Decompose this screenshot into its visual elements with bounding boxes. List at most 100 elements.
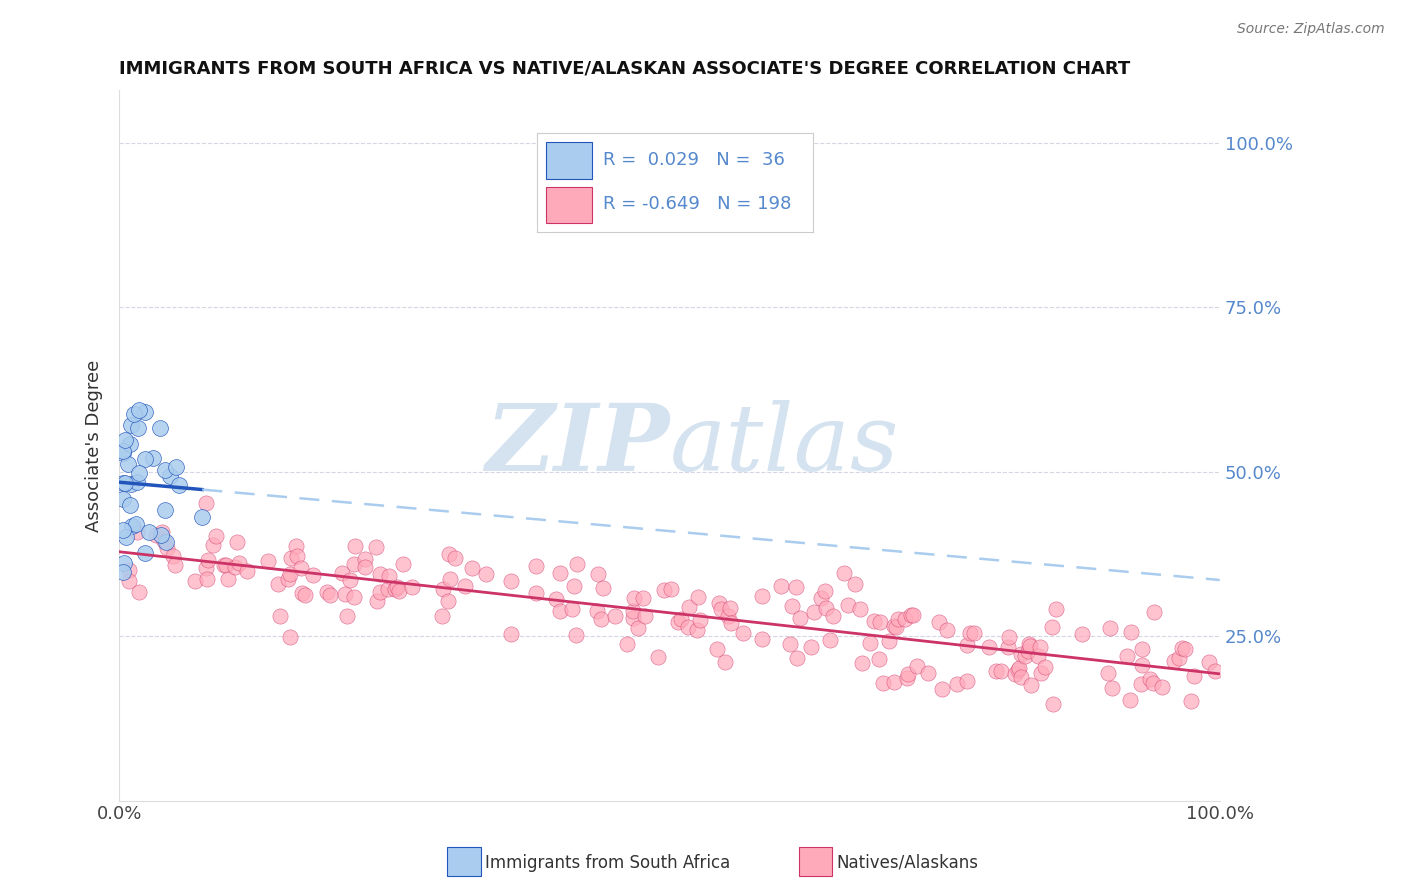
Point [956, 639, 979, 653]
Point [800, 640, 823, 654]
Point [588, 567, 610, 582]
Point [678, 599, 700, 614]
Point [444, 551, 467, 566]
Point [152, 534, 174, 549]
Point [1139, 672, 1161, 686]
Point [301, 568, 323, 582]
Point [718, 600, 741, 615]
Point [851, 657, 873, 671]
Point [162, 549, 184, 564]
Point [159, 469, 181, 483]
Point [979, 640, 1001, 655]
Point [366, 594, 388, 608]
Point [815, 601, 838, 615]
Point [562, 579, 585, 593]
Point [565, 627, 588, 641]
Point [1029, 640, 1052, 654]
Point [128, 585, 150, 599]
Point [709, 596, 731, 610]
Point [634, 609, 657, 624]
Point [901, 607, 924, 622]
Point [267, 577, 290, 591]
Point [803, 605, 825, 619]
Point [751, 632, 773, 647]
Point [501, 574, 523, 589]
Point [1017, 644, 1039, 658]
Point [1198, 655, 1220, 669]
Point [720, 615, 742, 630]
Point [125, 525, 148, 540]
Point [714, 656, 737, 670]
Point [226, 534, 249, 549]
Point [1014, 648, 1036, 663]
Point [592, 581, 614, 595]
Point [652, 582, 675, 597]
Point [335, 587, 357, 601]
Point [432, 582, 454, 596]
Point [1018, 639, 1040, 653]
Point [869, 615, 891, 629]
Point [706, 641, 728, 656]
Point [432, 609, 454, 624]
Point [631, 591, 654, 605]
Point [1143, 606, 1166, 620]
Point [142, 450, 165, 465]
Point [1028, 648, 1050, 663]
Point [149, 421, 172, 435]
Point [1101, 681, 1123, 695]
Text: Source: ZipAtlas.com: Source: ZipAtlas.com [1237, 22, 1385, 37]
Point [567, 557, 589, 571]
Point [134, 546, 156, 560]
Point [621, 611, 644, 625]
Point [128, 402, 150, 417]
Point [280, 551, 302, 566]
Point [1010, 670, 1032, 684]
Point [1018, 637, 1040, 651]
Point [1007, 663, 1029, 677]
Point [167, 478, 190, 492]
Point [439, 572, 461, 586]
Point [343, 591, 366, 605]
Point [1142, 676, 1164, 690]
Point [1031, 666, 1053, 681]
Point [666, 615, 689, 630]
Point [134, 451, 156, 466]
Point [877, 633, 900, 648]
Point [868, 652, 890, 666]
Point [844, 577, 866, 591]
Point [884, 620, 907, 634]
Point [145, 528, 167, 542]
Point [548, 566, 571, 581]
Point [647, 650, 669, 665]
Point [117, 457, 139, 471]
Point [256, 554, 278, 568]
Point [917, 666, 939, 681]
Point [153, 463, 176, 477]
Point [138, 524, 160, 539]
Point [1042, 698, 1064, 712]
Point [336, 609, 359, 624]
Point [1045, 602, 1067, 616]
Point [1119, 693, 1142, 707]
Point [1168, 651, 1191, 665]
Point [779, 637, 801, 651]
Point [956, 673, 979, 688]
Point [1129, 677, 1152, 691]
Point [377, 582, 399, 596]
Point [284, 539, 307, 553]
Point [224, 560, 246, 574]
Point [731, 626, 754, 640]
Point [946, 677, 969, 691]
Point [127, 475, 149, 489]
Point [214, 558, 236, 573]
Point [114, 475, 136, 490]
Point [228, 556, 250, 570]
Point [120, 477, 142, 491]
Point [120, 436, 142, 450]
Point [931, 682, 953, 697]
Point [717, 608, 740, 623]
Point [1098, 621, 1121, 635]
Point [378, 569, 401, 583]
Point [900, 607, 922, 622]
Point [388, 583, 411, 598]
